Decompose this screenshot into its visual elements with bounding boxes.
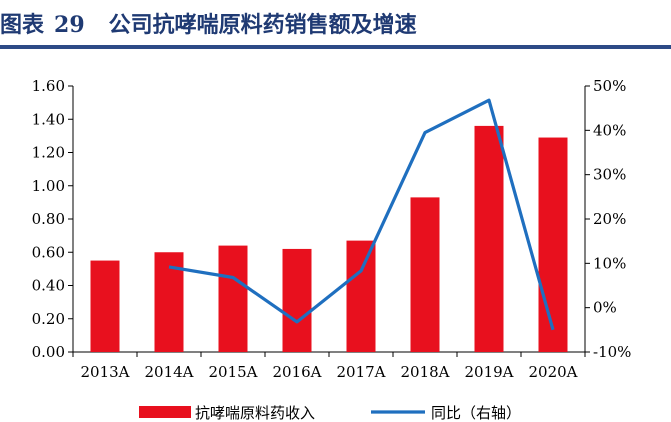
legend-label-bar: 抗哮喘原料药收入 bbox=[195, 404, 315, 422]
y-left-tick-label: 0.80 bbox=[32, 210, 65, 228]
y-right-tick-label: -10% bbox=[593, 343, 631, 361]
line-series-yoy bbox=[168, 98, 555, 331]
bar-2018A bbox=[410, 197, 440, 352]
bar-2016A bbox=[282, 248, 312, 352]
bar-2019A bbox=[474, 125, 504, 353]
y-left-tick-label: 1.40 bbox=[32, 110, 65, 128]
title-rule bbox=[0, 45, 671, 49]
legend-swatch-bar bbox=[139, 406, 191, 418]
x-tick-label: 2020A bbox=[528, 363, 577, 381]
x-tick-label: 2018A bbox=[400, 363, 449, 381]
y-right-tick-label: 40% bbox=[593, 121, 626, 139]
x-tick-label: 2016A bbox=[272, 363, 321, 381]
x-tick-label: 2014A bbox=[144, 363, 193, 381]
y-left-tick-label: 1.00 bbox=[32, 177, 65, 195]
figure-title-text: 公司抗哮喘原料药销售额及增速 bbox=[108, 13, 417, 38]
figure-number: 29 bbox=[54, 12, 85, 38]
y-right-tick-label: 0% bbox=[593, 299, 617, 317]
y-left-tick-label: 0.60 bbox=[32, 243, 65, 261]
y-left-tick-label: 1.20 bbox=[32, 144, 65, 162]
x-tick-label: 2017A bbox=[336, 363, 385, 381]
y-right-tick-label: 30% bbox=[593, 166, 626, 184]
bar-2017A bbox=[346, 240, 376, 352]
x-tick-label: 2013A bbox=[80, 363, 129, 381]
x-tick-label: 2019A bbox=[464, 363, 513, 381]
x-tick-label: 2015A bbox=[208, 363, 257, 381]
bar-2013A bbox=[90, 260, 120, 352]
y-left-tick-label: 0.20 bbox=[32, 310, 65, 328]
bar-2020A bbox=[538, 137, 568, 352]
y-right-tick-label: 20% bbox=[593, 210, 626, 228]
y-right-tick-label: 10% bbox=[593, 254, 626, 272]
bar-2015A bbox=[218, 245, 248, 352]
figure-label: 图表 bbox=[0, 13, 45, 38]
y-right-tick-label: 50% bbox=[593, 77, 626, 95]
y-left-tick-label: 1.60 bbox=[32, 77, 65, 95]
y-left-tick-label: 0.00 bbox=[32, 343, 65, 361]
figure-title: 图表 29 公司抗哮喘原料药销售额及增速 bbox=[0, 10, 417, 40]
legend-label-line: 同比（右轴） bbox=[431, 404, 521, 422]
y-left-tick-label: 0.40 bbox=[32, 277, 65, 295]
